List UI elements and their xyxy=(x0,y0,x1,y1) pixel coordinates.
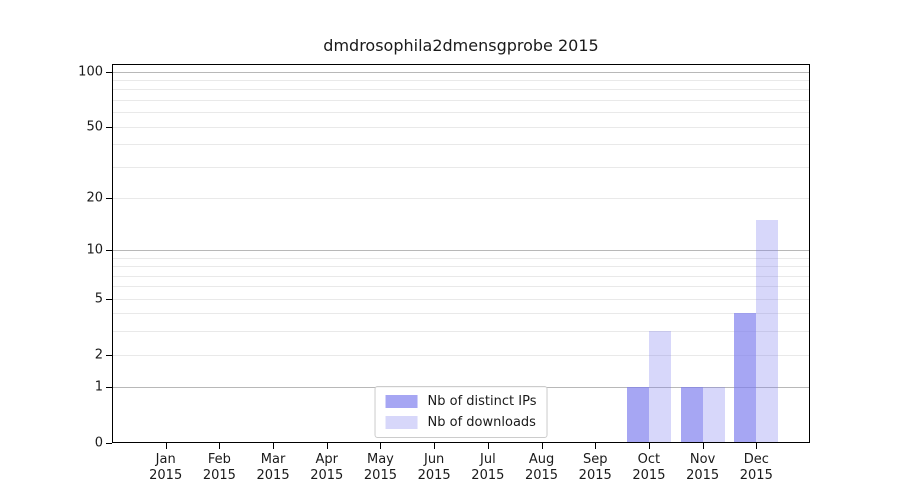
y-tick-mark xyxy=(106,197,112,199)
x-tick-mark xyxy=(380,443,382,449)
gridline-minor xyxy=(112,354,810,356)
x-tick-label: Apr 2015 xyxy=(310,452,344,483)
legend-swatch xyxy=(385,416,418,429)
y-tick-mark xyxy=(106,71,112,73)
x-tick-mark xyxy=(326,443,328,449)
gridline-minor xyxy=(112,257,810,259)
legend-swatch xyxy=(385,395,418,408)
x-tick-mark xyxy=(648,443,650,449)
x-tick-mark xyxy=(165,443,167,449)
x-tick-mark xyxy=(273,443,275,449)
gridline-minor xyxy=(112,99,810,101)
x-tick-label: Sep 2015 xyxy=(578,452,612,483)
x-tick-label: Feb 2015 xyxy=(202,452,236,483)
gridline-minor xyxy=(112,313,810,315)
gridline-minor xyxy=(112,275,810,277)
y-tick-mark xyxy=(106,443,112,444)
x-tick-mark xyxy=(756,443,758,449)
gridline-minor xyxy=(112,197,810,199)
x-tick-label: Mar 2015 xyxy=(256,452,290,483)
y-tick-label: 2 xyxy=(94,347,103,363)
bar-distinct-ips-oct xyxy=(626,387,649,443)
gridline-minor xyxy=(112,89,810,91)
y-tick-mark xyxy=(106,250,112,252)
gridline-minor xyxy=(112,112,810,114)
x-tick-label: Dec 2015 xyxy=(739,452,773,483)
y-tick-mark xyxy=(106,298,112,300)
legend-row: Nb of distinct IPs xyxy=(385,394,537,409)
bar-downloads-dec xyxy=(756,219,779,443)
y-tick-label: 50 xyxy=(86,119,103,135)
x-tick-label: Aug 2015 xyxy=(524,452,559,483)
x-tick-mark xyxy=(595,443,597,449)
gridline-minor xyxy=(112,286,810,288)
y-tick-mark xyxy=(106,387,112,389)
legend-label: Nb of downloads xyxy=(427,415,536,430)
legend: Nb of distinct IPs Nb of downloads xyxy=(374,386,548,438)
bar-downloads-nov xyxy=(702,387,725,443)
y-tick-label: 100 xyxy=(78,64,103,80)
gridline-minor xyxy=(112,331,810,333)
y-tick-mark xyxy=(106,354,112,356)
x-tick-mark xyxy=(434,443,436,449)
y-tick-label: 20 xyxy=(86,190,103,206)
gridline-minor xyxy=(112,126,810,128)
y-tick-mark xyxy=(106,126,112,128)
gridline-major xyxy=(112,250,810,252)
bar-distinct-ips-dec xyxy=(734,313,757,443)
gridline-minor xyxy=(112,79,810,81)
x-tick-label: May 2015 xyxy=(363,452,397,483)
x-tick-label: Jun 2015 xyxy=(417,452,451,483)
x-tick-mark xyxy=(702,443,704,449)
gridline-minor xyxy=(112,266,810,268)
y-tick-label: 0 xyxy=(94,435,103,451)
legend-row: Nb of downloads xyxy=(385,415,537,430)
bar-downloads-oct xyxy=(648,331,671,443)
y-tick-label: 1 xyxy=(94,379,103,395)
x-tick-label: Jul 2015 xyxy=(471,452,505,483)
y-tick-label: 10 xyxy=(86,242,103,258)
plot-area: Nb of distinct IPs Nb of downloads Jan 2… xyxy=(78,64,810,483)
chart-title: dmdrosophila2dmensgprobe 2015 xyxy=(323,36,599,55)
x-tick-label: Oct 2015 xyxy=(632,452,666,483)
x-tick-mark xyxy=(219,443,221,449)
x-tick-label: Jan 2015 xyxy=(149,452,183,483)
x-tick-mark xyxy=(541,443,543,449)
gridline-major xyxy=(112,71,810,73)
y-tick-label: 5 xyxy=(94,291,103,307)
gridline-minor xyxy=(112,166,810,168)
gridline-minor xyxy=(112,298,810,300)
x-tick-mark xyxy=(487,443,489,449)
bar-distinct-ips-nov xyxy=(680,387,703,443)
gridline-minor xyxy=(112,144,810,146)
legend-label: Nb of distinct IPs xyxy=(427,394,537,409)
x-tick-label: Nov 2015 xyxy=(686,452,720,483)
